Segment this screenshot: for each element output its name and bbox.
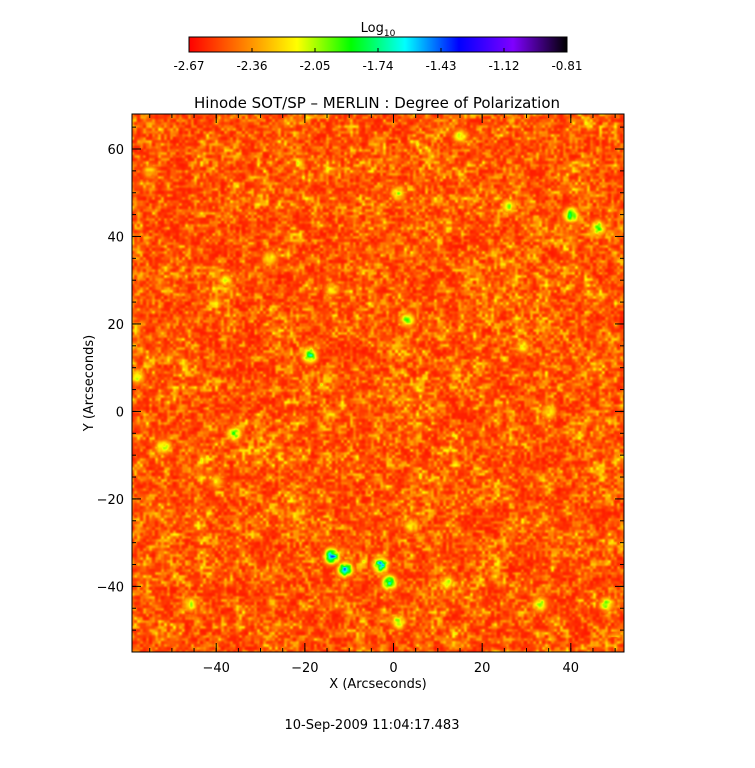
y-tick-label: 0 — [116, 405, 124, 420]
x-tick-label: −40 — [202, 661, 229, 676]
x-tick-label: 40 — [563, 661, 580, 676]
heatmap-image — [132, 114, 624, 652]
y-tick-label: −20 — [97, 493, 124, 508]
colorbar-label-subscript: 10 — [384, 29, 396, 39]
plot-frame — [131, 113, 625, 653]
x-tick-label: −20 — [291, 661, 318, 676]
colorbar-ticks: -2.67 -2.36 -2.05 -1.74 -1.43 -1.12 -0.81 — [173, 48, 583, 73]
axis-ticks: −40 −20 0 20 40 −40 −20 0 20 40 60 — [97, 114, 624, 676]
x-tick-label: 20 — [474, 661, 491, 676]
x-tick-label: 0 — [389, 661, 397, 676]
colorbar-tick-label: -2.67 — [173, 59, 204, 73]
y-tick-label: −40 — [97, 580, 124, 595]
timestamp: 10-Sep-2009 11:04:17.483 — [285, 718, 460, 733]
colorbar-tick-label: -1.43 — [425, 59, 456, 73]
colorbar-label-base: Log — [361, 21, 384, 36]
chart-title: Hinode SOT/SP – MERLIN : Degree of Polar… — [194, 94, 560, 112]
colorbar-tick-label: -2.05 — [299, 59, 330, 73]
colorbar-tick-label: -1.74 — [362, 59, 393, 73]
x-axis-label: X (Arcseconds) — [329, 677, 426, 692]
colorbar-tick-label: -1.12 — [488, 59, 519, 73]
y-axis-label: Y (Arcseconds) — [82, 335, 97, 432]
y-tick-label: 40 — [107, 230, 124, 245]
colorbar-tick-label: -0.81 — [551, 59, 582, 73]
plot-area: −40 −20 0 20 40 −40 −20 0 20 40 60 — [97, 113, 625, 676]
y-tick-label: 60 — [107, 143, 124, 158]
colorbar-tick-label: -2.36 — [236, 59, 267, 73]
colorbar: Log10 -2.67 -2.36 -2.05 -1.74 -1.43 -1.12 -0.8… — [173, 21, 582, 73]
colorbar-label: Log10 — [361, 21, 396, 39]
y-tick-label: 20 — [107, 318, 124, 333]
